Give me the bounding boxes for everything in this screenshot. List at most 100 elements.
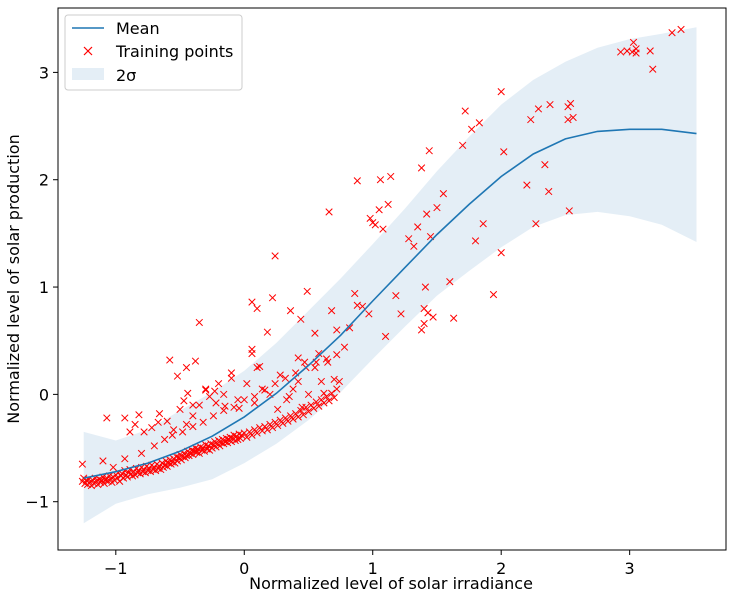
training-point bbox=[330, 375, 338, 384]
training-point bbox=[433, 203, 441, 212]
training-point bbox=[646, 47, 654, 55]
training-point bbox=[527, 115, 535, 124]
training-point bbox=[121, 414, 129, 422]
training-point bbox=[298, 403, 306, 411]
training-point bbox=[220, 406, 228, 415]
training-point bbox=[250, 399, 259, 407]
training-point bbox=[211, 387, 219, 395]
training-point bbox=[566, 99, 575, 108]
training-point bbox=[327, 389, 336, 397]
training-point bbox=[376, 176, 385, 184]
training-point bbox=[668, 29, 676, 37]
y-tick-label: 1 bbox=[39, 278, 49, 297]
training-point bbox=[154, 418, 162, 426]
legend-training-marker bbox=[83, 46, 93, 56]
x-tick-label: 3 bbox=[625, 559, 635, 578]
training-point bbox=[195, 318, 203, 327]
training-point bbox=[379, 225, 387, 233]
legend-mean-label: Mean bbox=[116, 19, 160, 38]
training-point bbox=[176, 405, 184, 414]
training-point bbox=[243, 379, 251, 388]
training-point bbox=[315, 349, 323, 358]
training-point bbox=[271, 252, 279, 260]
training-point bbox=[569, 113, 577, 122]
training-point bbox=[150, 442, 158, 450]
training-point bbox=[184, 389, 192, 397]
training-point bbox=[263, 426, 272, 434]
training-point bbox=[325, 397, 333, 405]
training-point bbox=[286, 307, 295, 315]
training-point bbox=[276, 371, 284, 379]
y-tick-label: 2 bbox=[39, 171, 49, 190]
training-point bbox=[279, 419, 287, 428]
training-point bbox=[632, 45, 640, 53]
training-point bbox=[274, 421, 282, 430]
training-point bbox=[271, 379, 279, 388]
training-point bbox=[534, 105, 543, 113]
training-point bbox=[178, 428, 187, 436]
training-point bbox=[248, 345, 256, 353]
legend-band-label: 2σ bbox=[116, 66, 136, 85]
training-point bbox=[304, 390, 313, 399]
legend-training-label: Training points bbox=[115, 42, 233, 61]
training-point bbox=[297, 315, 305, 323]
training-point bbox=[258, 385, 266, 393]
training-point bbox=[421, 283, 430, 291]
training-point bbox=[475, 119, 484, 127]
training-point bbox=[137, 449, 146, 458]
training-point bbox=[351, 289, 359, 298]
training-point bbox=[173, 372, 182, 380]
training-point bbox=[281, 374, 290, 382]
training-point bbox=[353, 177, 361, 185]
mean-line bbox=[83, 128, 697, 479]
x-tick-label: 0 bbox=[239, 559, 249, 578]
training-point bbox=[327, 307, 336, 315]
training-point bbox=[248, 298, 256, 306]
training-point bbox=[250, 392, 259, 401]
x-tick-label: 2 bbox=[496, 559, 506, 578]
training-point bbox=[227, 374, 236, 382]
legend-band-patch bbox=[72, 68, 104, 80]
training-point bbox=[417, 326, 426, 334]
legend-box bbox=[64, 14, 243, 91]
legend: Mean Training points 2σ bbox=[64, 14, 243, 91]
training-point bbox=[330, 393, 338, 402]
training-point bbox=[166, 356, 174, 364]
training-point bbox=[459, 141, 467, 150]
training-point bbox=[231, 436, 239, 445]
training-point bbox=[387, 172, 395, 181]
training-point bbox=[497, 88, 505, 96]
training-point bbox=[446, 278, 454, 286]
training-point bbox=[384, 200, 392, 209]
training-point bbox=[467, 125, 476, 133]
training-point bbox=[541, 161, 549, 169]
training-point bbox=[500, 148, 508, 156]
y-tick-label: −1 bbox=[25, 493, 49, 512]
training-point bbox=[253, 429, 261, 437]
training-point bbox=[565, 207, 573, 215]
training-point bbox=[182, 420, 191, 429]
training-point bbox=[248, 431, 256, 439]
training-point bbox=[523, 181, 531, 189]
training-point bbox=[131, 420, 139, 429]
training-point bbox=[284, 417, 292, 425]
training-point bbox=[304, 407, 313, 416]
training-point bbox=[324, 358, 332, 366]
training-point bbox=[315, 402, 323, 410]
training-point bbox=[148, 423, 156, 432]
training-point bbox=[172, 452, 180, 461]
training-point bbox=[199, 418, 207, 426]
training-point bbox=[320, 389, 328, 397]
training-point bbox=[311, 329, 319, 337]
training-point bbox=[261, 386, 269, 394]
training-point bbox=[405, 235, 413, 243]
training-point bbox=[189, 422, 197, 431]
y-tick-label: 3 bbox=[39, 63, 49, 82]
training-point bbox=[365, 310, 373, 318]
training-point bbox=[189, 412, 197, 420]
training-point bbox=[227, 369, 236, 377]
axis-ticks: −1 0 1 2 3 −1 0 1 2 3 bbox=[25, 63, 634, 578]
training-point bbox=[294, 413, 302, 421]
training-point bbox=[397, 310, 405, 318]
